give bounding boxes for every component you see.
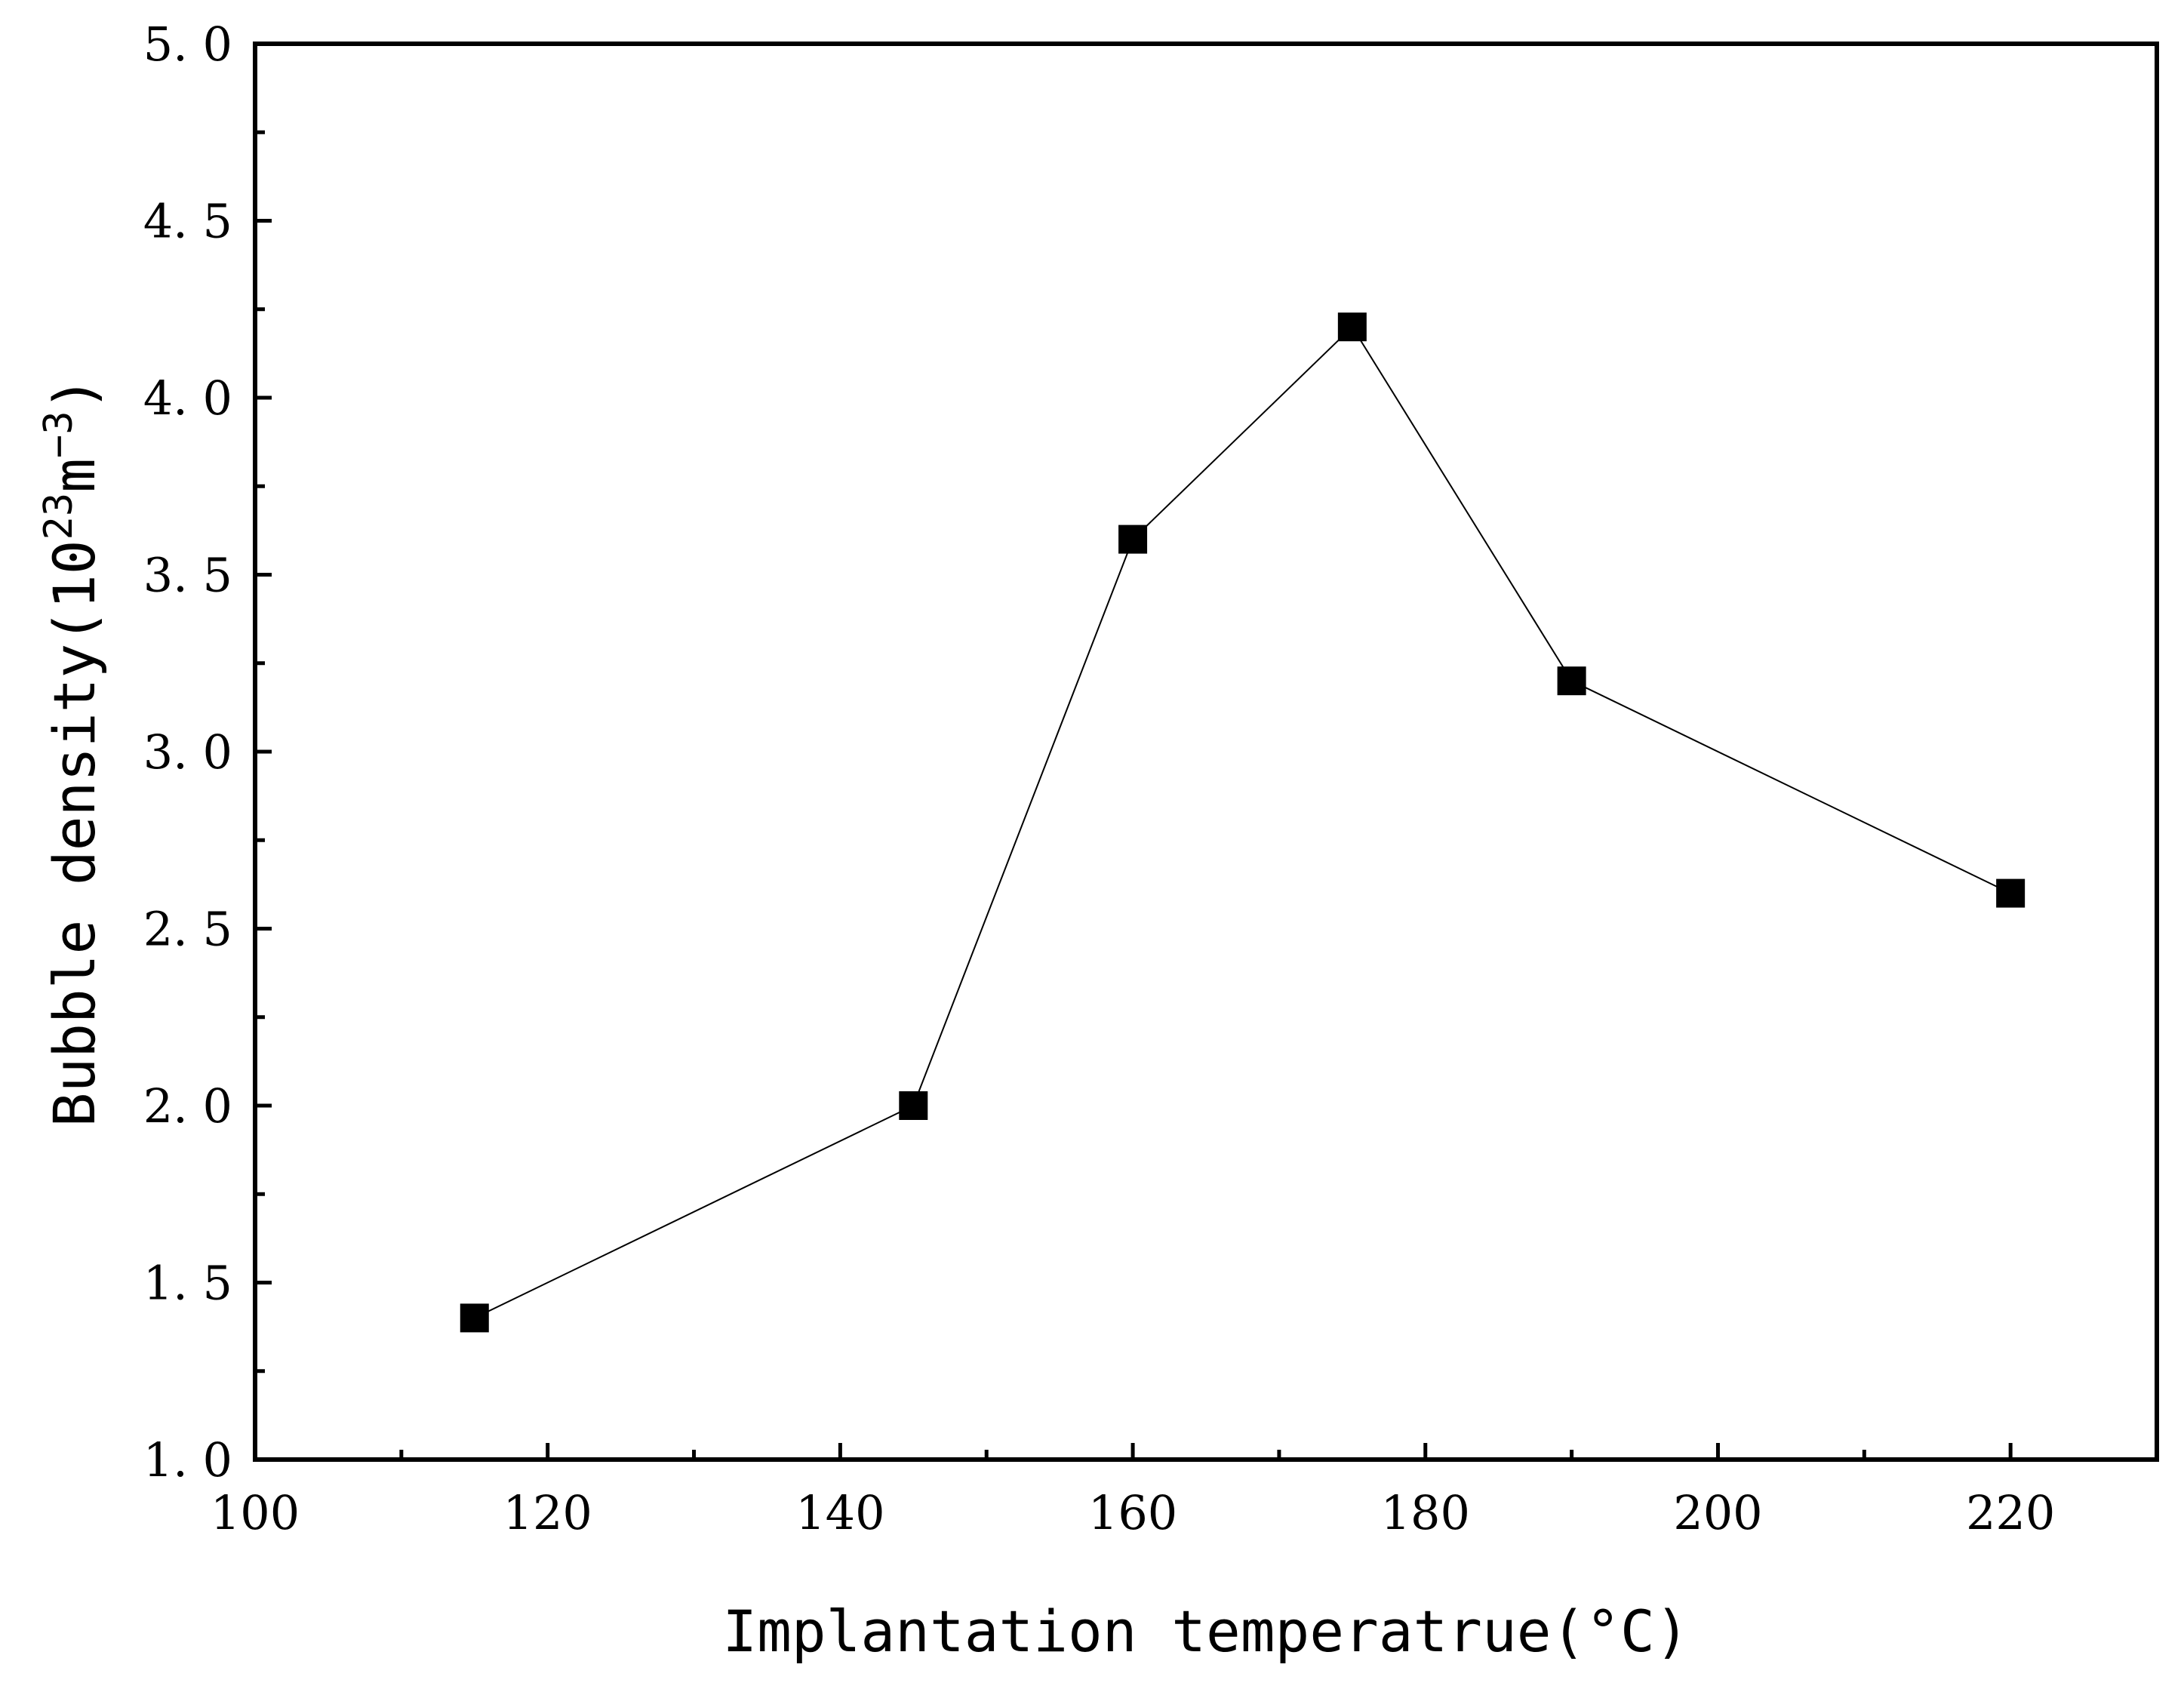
data-point-marker — [1557, 666, 1586, 696]
data-point-marker — [1337, 312, 1367, 342]
data-point-marker — [460, 1303, 489, 1333]
y-tick-label: 2. 5 — [143, 902, 232, 957]
y-tick-label: 4. 5 — [143, 194, 232, 249]
y-axis-title-exponent-1: 23 — [36, 493, 82, 540]
y-axis-title-prefix: Bubble density(10 — [41, 540, 108, 1127]
x-tick-label: 180 — [1381, 1485, 1470, 1540]
y-tick-label: 5. 0 — [143, 17, 232, 72]
data-point-marker — [899, 1091, 928, 1120]
series-layer — [460, 312, 2026, 1333]
x-tick-label: 120 — [503, 1485, 592, 1540]
y-axis-title-exponent-2: −3 — [36, 411, 82, 458]
x-axis-title: Implantation temperatrue(°C) — [722, 1598, 1689, 1665]
x-tick-label: 100 — [211, 1485, 300, 1540]
data-point-marker — [1118, 525, 1148, 554]
y-tick-label: 1. 0 — [143, 1432, 232, 1487]
y-tick-label: 2. 0 — [143, 1078, 232, 1134]
axis-tick-labels: 100 120 140 160 180 200 220 1. 0 1. 5 2. 0 2. 5 3. … — [143, 17, 2056, 1540]
y-axis-title-unit: m — [41, 458, 108, 493]
y-tick-label: 3. 0 — [143, 724, 232, 780]
y-tick-label: 1. 5 — [143, 1256, 232, 1311]
x-tick-label: 200 — [1673, 1485, 1762, 1540]
x-tick-label: 140 — [795, 1485, 884, 1540]
axis-ticks — [253, 42, 2013, 1462]
x-tick-label: 160 — [1088, 1485, 1177, 1540]
x-tick-label: 220 — [1966, 1485, 2055, 1540]
y-tick-label: 3. 5 — [143, 548, 232, 603]
plot-area — [253, 42, 2159, 1462]
y-tick-label: 4. 0 — [143, 371, 232, 426]
y-axis-title-suffix: ) — [41, 377, 108, 411]
data-point-marker — [1996, 878, 2026, 908]
y-axis-title: Bubble density(1023m−3) — [36, 377, 108, 1127]
series-line — [474, 325, 2011, 1319]
